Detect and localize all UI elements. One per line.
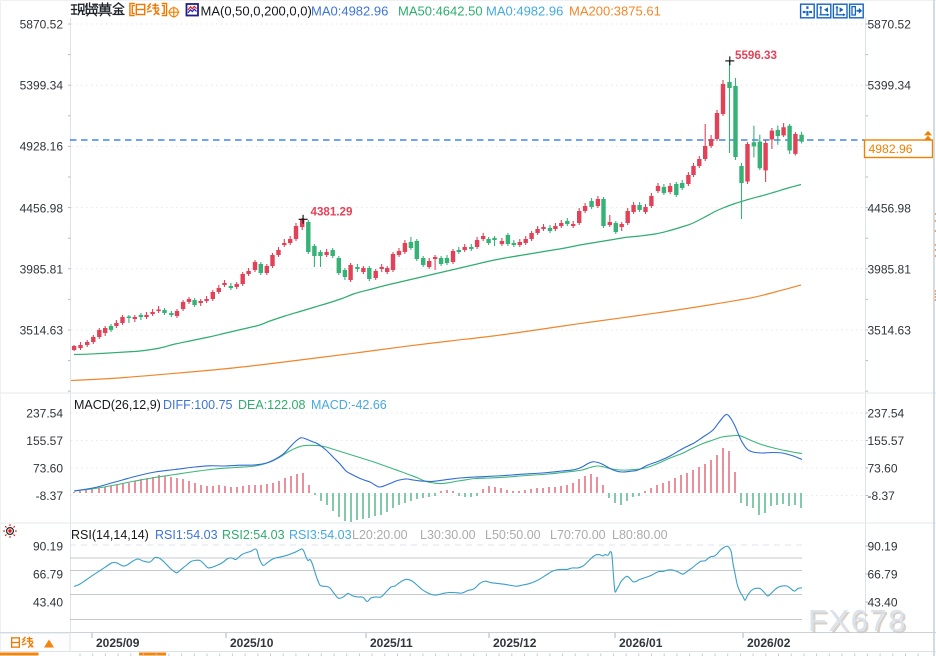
svg-text:4381.29: 4381.29 (311, 206, 353, 219)
svg-text:MA0:4982.96: MA0:4982.96 (486, 4, 563, 19)
svg-text:MA200:3875.61: MA200:3875.61 (569, 4, 661, 19)
svg-text:MA0:4982.96: MA0:4982.96 (311, 4, 388, 19)
svg-text:3985.81: 3985.81 (868, 263, 912, 277)
svg-text:2025/12: 2025/12 (493, 636, 537, 650)
svg-text:155.57: 155.57 (868, 434, 905, 448)
svg-text:L20:20.00: L20:20.00 (352, 528, 408, 542)
svg-text:43.40: 43.40 (33, 596, 63, 610)
svg-text:5399.34: 5399.34 (20, 79, 64, 93)
svg-text:L50:50.00: L50:50.00 (485, 528, 541, 542)
svg-text:66.79: 66.79 (868, 568, 898, 582)
svg-text:5870.52: 5870.52 (868, 18, 912, 32)
svg-text:3985.81: 3985.81 (20, 263, 64, 277)
svg-text:5870.52: 5870.52 (20, 18, 64, 32)
svg-text:FX678: FX678 (808, 603, 907, 638)
svg-text:DEA:122.08: DEA:122.08 (238, 398, 305, 412)
svg-text:RSI1:54.03: RSI1:54.03 (155, 528, 218, 542)
svg-text:4456.98: 4456.98 (20, 202, 64, 216)
svg-text:MACD(26,12,9): MACD(26,12,9) (74, 398, 161, 412)
svg-text:90.19: 90.19 (868, 540, 898, 554)
svg-text:3514.63: 3514.63 (868, 324, 912, 338)
svg-text:-8.37: -8.37 (868, 489, 896, 503)
svg-text:90.19: 90.19 (33, 540, 63, 554)
svg-text:5399.34: 5399.34 (868, 79, 912, 93)
svg-text:66.79: 66.79 (33, 568, 63, 582)
svg-text:L70:70.00: L70:70.00 (550, 528, 606, 542)
svg-text:RSI(14,14,14): RSI(14,14,14) (71, 528, 149, 542)
svg-text:DIFF:100.75: DIFF:100.75 (163, 398, 233, 412)
svg-text:MA50:4642.50: MA50:4642.50 (398, 4, 483, 19)
svg-text:2026/02: 2026/02 (747, 636, 791, 650)
svg-text:MACD:-42.66: MACD:-42.66 (311, 398, 387, 412)
svg-text:L30:30.00: L30:30.00 (420, 528, 476, 542)
svg-text:FX678: FX678 (810, 605, 909, 640)
svg-text:2025/10: 2025/10 (230, 636, 274, 650)
svg-text:L80:80.00: L80:80.00 (612, 528, 668, 542)
svg-text:2026/01: 2026/01 (619, 636, 663, 650)
svg-text:4982.96: 4982.96 (869, 142, 913, 156)
svg-text:MA(0,50,0,200,0,0): MA(0,50,0,200,0,0) (201, 4, 312, 19)
svg-text:73.60: 73.60 (33, 462, 63, 476)
svg-text:RSI3:54.03: RSI3:54.03 (289, 528, 352, 542)
svg-text:73.60: 73.60 (868, 462, 898, 476)
svg-text:5596.33: 5596.33 (735, 49, 777, 62)
svg-text:2025/09: 2025/09 (96, 636, 140, 650)
svg-text:43.40: 43.40 (868, 596, 898, 610)
svg-text:237.54: 237.54 (26, 407, 63, 421)
svg-text:3514.63: 3514.63 (20, 324, 64, 338)
svg-text:2025/11: 2025/11 (370, 636, 413, 650)
svg-text:155.57: 155.57 (26, 434, 63, 448)
svg-text:237.54: 237.54 (868, 407, 905, 421)
svg-text:-8.37: -8.37 (36, 489, 64, 503)
svg-text:4456.98: 4456.98 (868, 202, 912, 216)
svg-text:4928.16: 4928.16 (20, 140, 64, 154)
svg-text:RSI2:54.03: RSI2:54.03 (222, 528, 285, 542)
